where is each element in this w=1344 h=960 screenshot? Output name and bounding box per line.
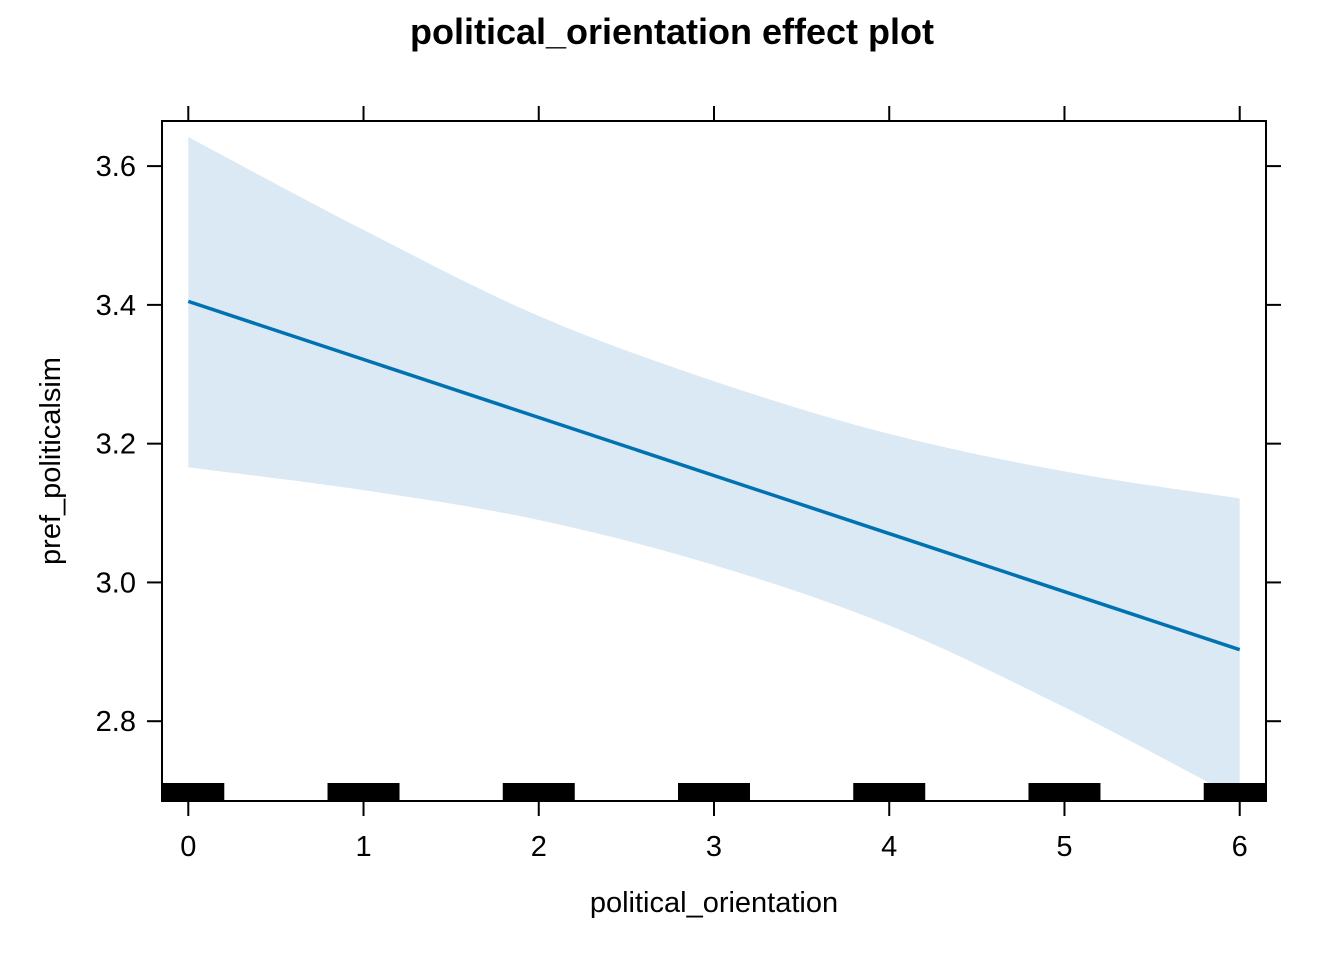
fit-line-layer (187, 299, 1241, 652)
x-tick-label: 3 (706, 831, 722, 863)
fit-line (187, 299, 1241, 652)
x-tick-label: 5 (1056, 831, 1072, 863)
rug-mark (162, 783, 225, 801)
rug-mark (502, 783, 575, 801)
x-axis-label: political_orientation (590, 887, 838, 919)
x-tick-label: 0 (180, 831, 196, 863)
x-tick-label: 1 (355, 831, 371, 863)
y-tick-label: 3.6 (96, 151, 136, 183)
y-axis-label: pref_politicalsim (35, 357, 67, 565)
rug-mark (1028, 783, 1101, 801)
y-tick-label: 3.2 (96, 429, 136, 461)
y-tick-label: 3.0 (96, 567, 136, 599)
x-tick-label: 6 (1232, 831, 1248, 863)
rug-mark (678, 783, 750, 801)
rug-mark (853, 783, 926, 801)
rug-layer (162, 783, 1266, 801)
rug-mark (1203, 783, 1266, 801)
confidence-band (188, 137, 1240, 799)
confidence-band-layer (188, 137, 1240, 799)
rug-mark (327, 783, 400, 801)
x-tick-label: 2 (531, 831, 547, 863)
y-tick-label: 3.4 (96, 290, 136, 322)
chart-title: political_orientation effect plot (410, 11, 934, 52)
x-axis: 0 1 2 3 4 5 6 (180, 106, 1248, 863)
y-axis: 2.8 3.0 3.2 3.4 3.6 (96, 151, 1281, 738)
y-tick-label: 2.8 (96, 706, 136, 738)
x-tick-label: 4 (881, 831, 897, 863)
